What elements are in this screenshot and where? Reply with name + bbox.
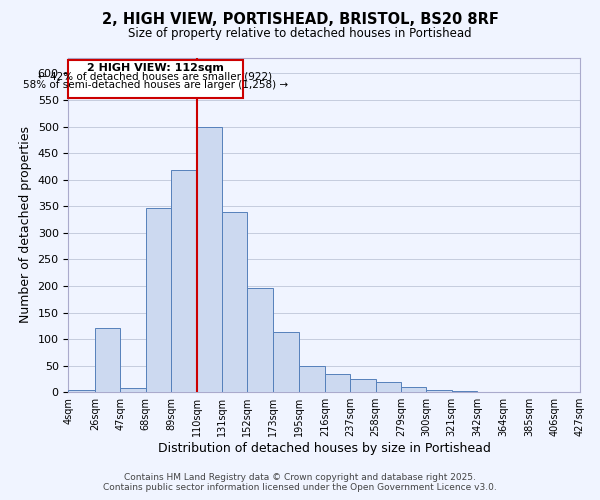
Bar <box>427 390 452 392</box>
Bar <box>146 208 171 392</box>
Bar <box>401 387 427 392</box>
X-axis label: Distribution of detached houses by size in Portishead: Distribution of detached houses by size … <box>158 442 491 455</box>
Bar <box>68 390 95 392</box>
Y-axis label: Number of detached properties: Number of detached properties <box>19 126 32 324</box>
FancyBboxPatch shape <box>68 60 242 98</box>
Text: 2, HIGH VIEW, PORTISHEAD, BRISTOL, BS20 8RF: 2, HIGH VIEW, PORTISHEAD, BRISTOL, BS20 … <box>101 12 499 28</box>
Text: Size of property relative to detached houses in Portishead: Size of property relative to detached ho… <box>128 28 472 40</box>
Bar <box>121 388 146 392</box>
Bar <box>273 332 299 392</box>
Text: ← 42% of detached houses are smaller (922): ← 42% of detached houses are smaller (92… <box>38 72 272 82</box>
Bar <box>350 379 376 392</box>
Bar <box>376 382 401 392</box>
Text: 58% of semi-detached houses are larger (1,258) →: 58% of semi-detached houses are larger (… <box>23 80 288 90</box>
Text: Contains HM Land Registry data © Crown copyright and database right 2025.
Contai: Contains HM Land Registry data © Crown c… <box>103 473 497 492</box>
Bar <box>247 288 273 392</box>
Bar <box>299 366 325 392</box>
Bar <box>95 328 121 392</box>
Bar <box>222 212 247 392</box>
Bar <box>197 126 222 392</box>
Bar <box>171 170 197 392</box>
Bar <box>325 374 350 392</box>
Text: 2 HIGH VIEW: 112sqm: 2 HIGH VIEW: 112sqm <box>87 63 224 73</box>
Bar <box>452 391 477 392</box>
